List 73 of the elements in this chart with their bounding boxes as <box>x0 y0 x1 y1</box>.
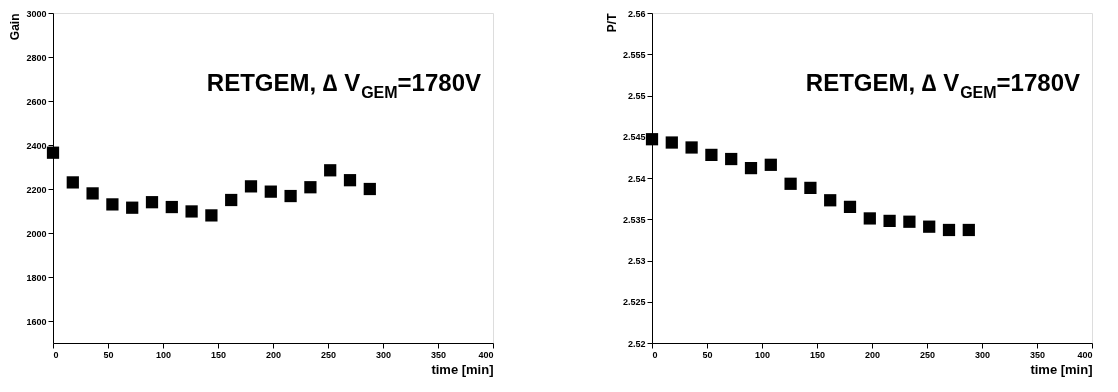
point <box>244 180 258 193</box>
point <box>863 212 876 225</box>
point <box>284 189 297 203</box>
x-axis-title: time [min] <box>1030 361 1093 377</box>
y-tick-label: 2.54 <box>627 173 646 184</box>
point <box>106 198 119 211</box>
point <box>903 215 916 228</box>
point <box>165 200 178 214</box>
point <box>962 223 975 237</box>
y-tick-label: 2.545 <box>622 132 646 143</box>
y-axis-title: P/T <box>604 12 619 33</box>
x-tick-label: 50 <box>103 349 114 360</box>
x-axis-title: time [min] <box>431 361 494 377</box>
point <box>304 181 317 194</box>
point <box>685 141 698 154</box>
point <box>725 152 738 166</box>
x-tick-label: 300 <box>974 349 991 360</box>
point <box>46 146 60 159</box>
x-tick-label: 250 <box>919 349 936 360</box>
x-tick-label: 100 <box>155 349 172 360</box>
x-tick-label: 250 <box>320 349 337 360</box>
y-tick-label: 2000 <box>26 228 47 239</box>
x-tick-label: 200 <box>265 349 282 360</box>
point <box>86 187 99 200</box>
point <box>205 209 218 222</box>
y-tick-label: 2.53 <box>627 256 646 266</box>
y-tick-label: 1800 <box>26 272 47 283</box>
point <box>804 181 817 195</box>
point <box>324 164 337 177</box>
point <box>942 223 956 237</box>
x-tick-label: 150 <box>809 349 826 360</box>
y-tick-label: 3000 <box>26 8 47 19</box>
y-tick-label: 2.56 <box>627 8 646 19</box>
x-tick-label: 400 <box>478 349 494 360</box>
point <box>126 201 139 214</box>
y-tick-label: 2.535 <box>622 214 646 225</box>
y-tick-label: 2600 <box>26 96 47 107</box>
x-tick-label: 200 <box>864 349 881 360</box>
point <box>264 185 277 198</box>
point <box>185 205 198 218</box>
y-axis-title: Gain <box>8 13 23 41</box>
y-tick-label: 2.55 <box>627 91 646 101</box>
point <box>744 161 758 175</box>
point <box>824 194 837 207</box>
x-tick-label: 400 <box>1077 349 1093 360</box>
point <box>883 214 896 228</box>
x-tick-label: 300 <box>375 349 392 360</box>
point <box>225 193 238 207</box>
point <box>66 176 79 189</box>
x-tick-label: 150 <box>210 349 227 360</box>
y-tick-label: 2200 <box>26 184 47 195</box>
y-tick-label: 2800 <box>26 52 47 63</box>
y-tick-label: 1600 <box>26 316 47 327</box>
y-tick-label: 2400 <box>26 140 47 151</box>
x-tick-label: 350 <box>1029 349 1046 360</box>
point <box>923 220 936 233</box>
point <box>343 174 357 187</box>
point <box>784 177 797 190</box>
point <box>145 196 159 209</box>
y-tick-label: 2.555 <box>622 49 646 60</box>
point <box>665 136 678 149</box>
y-tick-label: 2.525 <box>622 297 646 308</box>
y-tick-label: 2.52 <box>627 338 646 349</box>
point <box>705 148 718 162</box>
point <box>363 182 376 196</box>
x-tick-label: 0 <box>652 349 658 360</box>
point <box>645 133 659 146</box>
x-tick-label: 100 <box>754 349 771 360</box>
x-tick-label: 50 <box>702 349 713 360</box>
x-tick-label: 350 <box>430 349 447 360</box>
x-tick-label: 0 <box>53 349 59 360</box>
point <box>843 200 857 213</box>
point <box>764 158 777 171</box>
